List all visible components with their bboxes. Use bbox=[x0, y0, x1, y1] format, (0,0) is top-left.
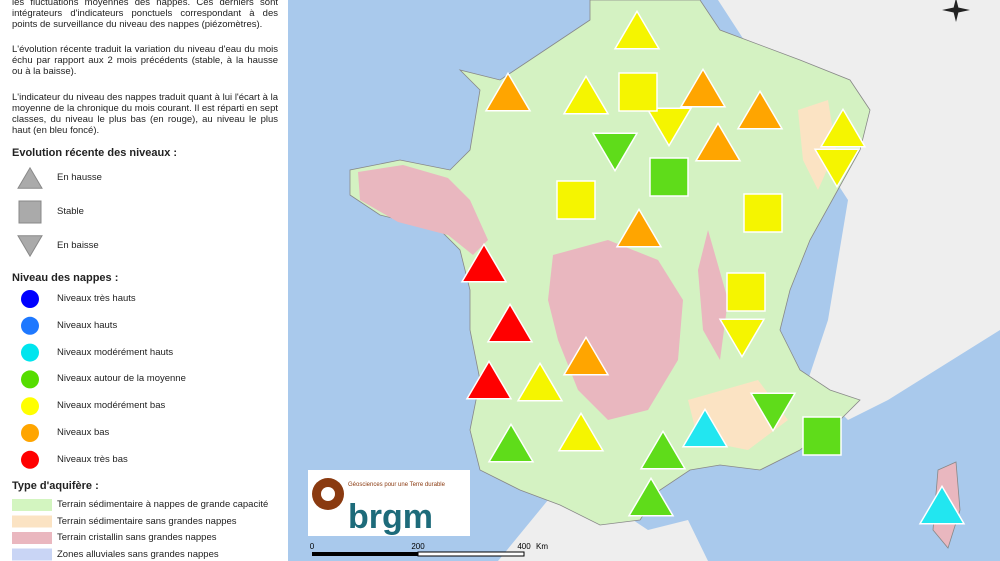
station-marker bbox=[726, 272, 766, 312]
north-arrow bbox=[942, 0, 970, 22]
station-marker bbox=[465, 359, 513, 400]
legend-symbol bbox=[18, 200, 42, 224]
station-marker bbox=[591, 132, 639, 173]
station-marker bbox=[486, 302, 534, 343]
legend-label: Niveaux modérément bas bbox=[57, 400, 166, 412]
legend-label: Zones alluviales sans grandes nappes bbox=[57, 548, 219, 560]
station-marker bbox=[618, 72, 658, 112]
logo-tagline: Géosciences pour une Terre durable bbox=[348, 482, 446, 488]
legend-symbols bbox=[12, 166, 52, 561]
scale-label: 400 bbox=[517, 542, 531, 551]
legend-swatch bbox=[21, 290, 39, 308]
scale-segment bbox=[312, 552, 418, 556]
legend-label: Niveaux très hauts bbox=[57, 293, 136, 304]
station-marker bbox=[557, 411, 605, 452]
station-marker bbox=[679, 67, 727, 108]
legend-symbol bbox=[17, 235, 43, 258]
logo-name: brgm bbox=[348, 498, 433, 536]
station-marker bbox=[615, 207, 663, 248]
station-marker bbox=[681, 407, 729, 448]
legend-label: Terrain sédimentaire à nappes de grande … bbox=[57, 499, 269, 510]
station-marker bbox=[562, 74, 610, 115]
legend-label: Niveaux hauts bbox=[57, 319, 118, 331]
station-marker bbox=[918, 484, 966, 525]
crystalline-area bbox=[698, 230, 728, 360]
scale-label: 200 bbox=[411, 542, 425, 551]
station-marker bbox=[613, 9, 661, 50]
station-marker bbox=[460, 242, 508, 283]
station-marker bbox=[819, 107, 867, 148]
legend-label: Niveaux modérément hauts bbox=[57, 346, 174, 358]
station-marker bbox=[718, 318, 766, 359]
legend-label: Stable bbox=[57, 206, 84, 217]
station-marker bbox=[802, 416, 842, 456]
intro-text: L'indicateur du niveau des nappes tradui… bbox=[12, 92, 278, 136]
station-marker bbox=[813, 148, 861, 189]
station-marker bbox=[627, 476, 675, 517]
station-marker bbox=[639, 429, 687, 470]
scale-unit: Km bbox=[536, 542, 548, 551]
map: Géosciences pour une Terre durable brgm … bbox=[288, 0, 1000, 561]
station-marker bbox=[562, 335, 610, 376]
crystalline-area bbox=[358, 165, 488, 255]
legend-swatch bbox=[12, 532, 52, 544]
legend-swatch bbox=[12, 499, 52, 511]
station-marker bbox=[487, 422, 535, 463]
legend-swatch bbox=[21, 316, 39, 335]
station-marker bbox=[649, 157, 689, 197]
legend-swatch bbox=[21, 370, 39, 389]
station-marker bbox=[556, 180, 596, 220]
legend-panel: les fluctuations moyennes des nappes. Ce… bbox=[0, 0, 285, 561]
legend-label: Terrain sédimentaire sans grandes nappes bbox=[57, 515, 237, 527]
scale-label: 0 bbox=[310, 542, 315, 551]
legend-swatch bbox=[21, 343, 39, 362]
scale-segment bbox=[417, 551, 525, 557]
neighbour-land bbox=[498, 500, 708, 561]
section-title: Niveau des nappes : bbox=[12, 272, 119, 284]
legend-label: En baisse bbox=[57, 240, 99, 251]
station-marker bbox=[516, 361, 564, 402]
legend-swatch bbox=[12, 548, 52, 561]
legend-swatch bbox=[21, 397, 39, 416]
section-title: Evolution récente des niveaux : bbox=[12, 147, 178, 159]
station-marker bbox=[484, 71, 532, 112]
station-marker bbox=[736, 89, 784, 130]
legend-swatch bbox=[21, 424, 39, 442]
legend-symbol bbox=[17, 166, 43, 189]
station-marker bbox=[694, 121, 742, 162]
legend-swatch bbox=[12, 515, 52, 528]
legend-label: Niveaux autour de la moyenne bbox=[57, 373, 186, 385]
legend-label: Niveaux bas bbox=[57, 427, 110, 438]
scale-bar bbox=[312, 551, 525, 557]
station-marker bbox=[749, 392, 797, 433]
legend-label: Terrain cristallin sans grandes nappes bbox=[57, 532, 217, 543]
legend-label: Niveaux très bas bbox=[57, 453, 128, 465]
station-marker bbox=[645, 107, 693, 148]
section-title: Type d'aquifère : bbox=[12, 480, 99, 492]
legend-swatch bbox=[21, 450, 39, 469]
intro-text: les fluctuations moyennes des nappes. Ce… bbox=[12, 0, 278, 30]
legend-label: En hausse bbox=[57, 172, 102, 183]
logo-icon bbox=[321, 487, 335, 501]
intro-text: L'évolution récente traduit la variation… bbox=[12, 44, 278, 77]
station-marker bbox=[743, 193, 783, 233]
